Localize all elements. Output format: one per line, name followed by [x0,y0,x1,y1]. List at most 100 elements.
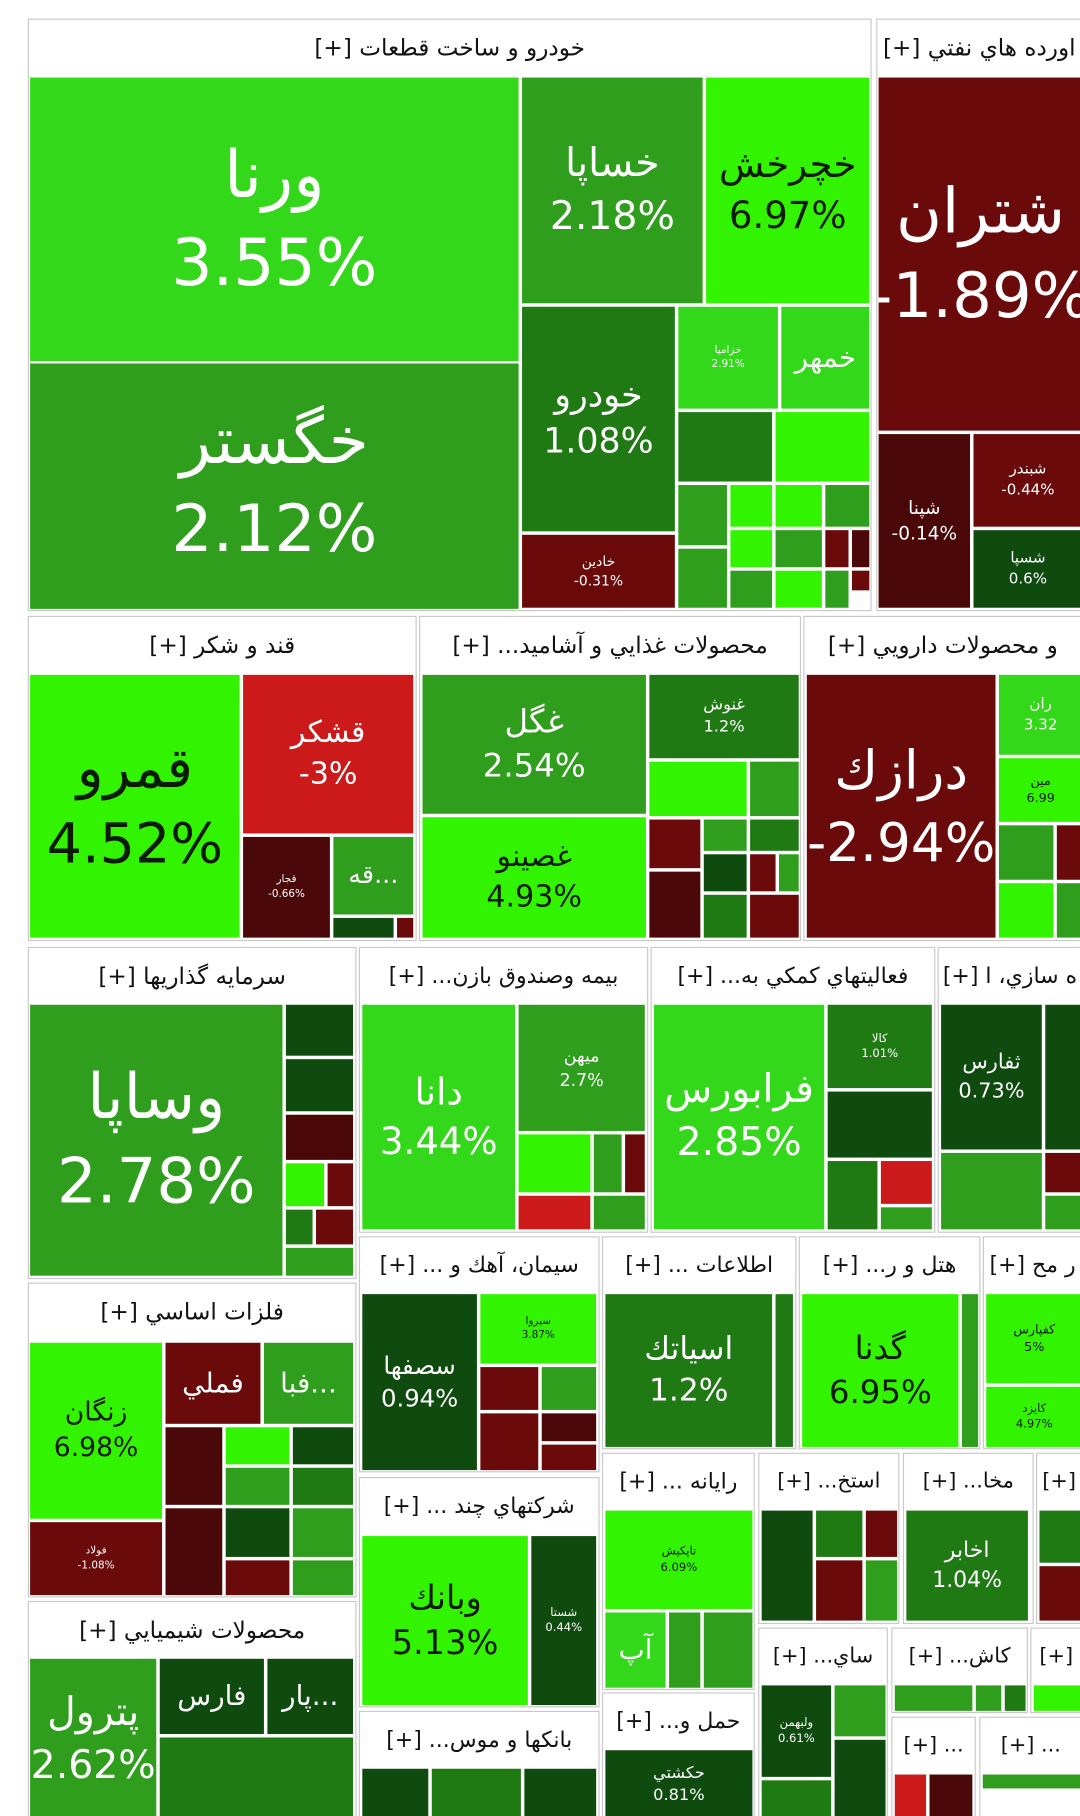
tile [225,1508,290,1557]
sector-title[interactable]: بانكها و موس... [+] [386,1727,573,1753]
stock-tile[interactable]: ولبهمن 0.61% [761,1685,832,1777]
sector-title[interactable]: حمل و... [+] [616,1708,741,1735]
sector-title[interactable]: ه سازي، ا [+] [942,963,1078,989]
stock-tile[interactable]: شبندر -0.44% [973,434,1080,527]
stock-tile[interactable]: فبا... [263,1342,354,1424]
stock-tile[interactable]: خودرو 1.08% [522,306,675,532]
tile [775,530,822,568]
sector-title[interactable]: رايانه ... [+] [619,1468,738,1495]
stock-tile[interactable]: وساپا 2.78% [30,1004,283,1276]
stock-tile[interactable]: ورنا 3.55% [30,77,519,362]
tile [1056,883,1080,938]
sector-title[interactable]: شركتهاي چند ... [+] [383,1493,575,1519]
stock-tile[interactable]: كالا 1.01% [827,1004,932,1089]
sector-title[interactable]: ... [+] [1000,1732,1061,1758]
stock-tile[interactable]: خادين -0.31% [522,534,675,608]
sector-title[interactable]: اورده هاي نفتي [+] [882,33,1076,62]
stock-tile[interactable]: تاپكيش 6.09% [605,1510,753,1610]
tile [524,1768,597,1816]
stock-tile[interactable]: قه... [333,836,414,915]
stock-tile[interactable]: خچرخش 6.97% [706,77,870,304]
sector-title[interactable]: استخ... [+] [777,1468,881,1494]
sector-title[interactable]: ... [+] [903,1732,964,1758]
sector-title[interactable]: كاش... [+] [908,1643,1011,1669]
stock-tile[interactable]: پار... [267,1658,354,1735]
stock-tile[interactable]: فولاد -1.08% [30,1522,163,1596]
sector-title[interactable]: مخا... [+] [922,1468,1014,1494]
stock-tile[interactable]: درازك -2.94% [806,674,996,938]
stock-tile[interactable]: پترول 2.62% [30,1658,157,1816]
stock-tile[interactable]: خزاميا 2.91% [678,306,778,409]
sector-title[interactable]: [+] [1042,1468,1077,1494]
sector-title[interactable]: سيمان، آهك و ... [+] [379,1252,579,1278]
stock-symbol: قه... [348,860,399,890]
stock-symbol: پترول [47,1688,140,1735]
stock-tile[interactable]: دانا 3.44% [362,1004,516,1230]
stock-change: 1.2% [649,1372,729,1409]
sector-title[interactable]: بيمه وصندوق بازن... [+] [388,963,619,989]
stock-tile[interactable]: اخابر 1.04% [906,1510,1028,1621]
sector-title[interactable]: ر مح [+] [989,1252,1076,1278]
stock-tile[interactable]: غصينو 4.93% [422,817,646,938]
stock-symbol: ولبهمن [779,1716,814,1730]
stock-tile[interactable]: كايزد 4.97% [986,1386,1080,1447]
sector-title[interactable]: فلزات اساسي [+] [100,1297,284,1326]
sector-title[interactable]: خودرو و ساخت قطعات [+] [314,33,586,62]
stock-tile[interactable]: اسياتك 1.2% [605,1294,773,1447]
stock-tile[interactable]: خساپا 2.18% [522,77,703,304]
sector-title[interactable]: محصولات غذايي و آشاميد... [+] [452,630,768,659]
stock-tile[interactable]: شپنا -0.14% [878,434,971,608]
tile [730,485,773,527]
stock-tile[interactable]: شسپا 0.6% [973,530,1080,608]
sector: ... [+] [891,1716,976,1816]
stock-tile[interactable]: سصفها 0.94% [362,1294,477,1471]
stock-tile[interactable]: ميهن 2.7% [518,1004,645,1131]
sector-title[interactable]: محصولات شيميايي [+] [79,1615,306,1644]
stock-tile[interactable]: ران 3.32 [998,674,1080,755]
sector-title[interactable]: [+] [1039,1643,1074,1669]
stock-tile[interactable]: زنگان 6.98% [30,1342,163,1519]
sector-title[interactable]: ساي... [+] [772,1643,874,1669]
tile [678,548,727,608]
stock-tile[interactable]: گدنا 6.95% [802,1294,959,1447]
stock-tile[interactable]: فرابورس 2.85% [654,1004,825,1230]
tile [816,1510,863,1557]
stock-tile[interactable]: فارس [159,1658,264,1735]
stock-tile[interactable]: قجار -0.66% [243,836,330,938]
stock-symbol: اخابر [944,1537,990,1563]
sector: رايانه ... [+] تاپكيش 6.09% آپ [601,1452,755,1691]
stock-tile[interactable]: خمهر [781,306,870,409]
tile [834,1739,886,1816]
sector-title[interactable]: اطلاعات ... [+] [625,1252,774,1278]
stock-tile[interactable]: غنوش 1.2% [649,674,799,759]
stock-tile[interactable]: فملي [165,1342,261,1424]
stock-tile[interactable]: ثفارس 0.73% [941,1004,1042,1150]
sector-title[interactable]: قند و شكر [+] [149,630,296,659]
stock-tile[interactable]: حكشتي 0.81% [605,1750,753,1816]
stock-tile[interactable]: سيروا 3.87% [480,1294,597,1364]
tile [880,1207,932,1230]
sector: اورده هاي نفتي [+] شتران -1.89% شپنا -0.14% ش… [876,18,1080,612]
stock-symbol: حكشتي [652,1764,705,1783]
stock-tile[interactable]: كفپارس 5% [986,1294,1080,1384]
stock-tile[interactable]: وبانك 5.13% [362,1536,528,1706]
stock-tile[interactable]: شتران -1.89% [878,77,1080,431]
stock-symbol: زنگان [64,1397,128,1428]
sector-title[interactable]: هتل و ر... [+] [822,1252,957,1278]
sector-title[interactable]: سرمايه گذاريها [+] [98,961,286,990]
sector: و محصولات دارويي [+] درازك -2.94% ران 3.32 مي… [803,615,1080,942]
stock-tile[interactable]: قشكر -3% [243,674,414,834]
stock-tile[interactable]: قمرو 4.52% [30,674,240,938]
stock-symbol: خچرخش [719,142,857,187]
stock-tile[interactable]: غگل 2.54% [422,674,646,814]
tile [333,917,394,938]
stock-tile[interactable]: مين 6.99 [998,758,1080,822]
stock-tile[interactable]: شستا 0.44% [531,1536,597,1706]
sector-title[interactable]: و محصولات دارويي [+] [827,630,1058,659]
stock-tile[interactable]: خگستر 2.12% [30,363,519,609]
stock-tile[interactable]: آپ [605,1612,666,1688]
sector-title[interactable]: فعاليتهاي كمكي به... [+] [677,963,909,989]
tile [703,819,747,851]
sector: مخا... [+] اخابر 1.04% [902,1452,1034,1625]
